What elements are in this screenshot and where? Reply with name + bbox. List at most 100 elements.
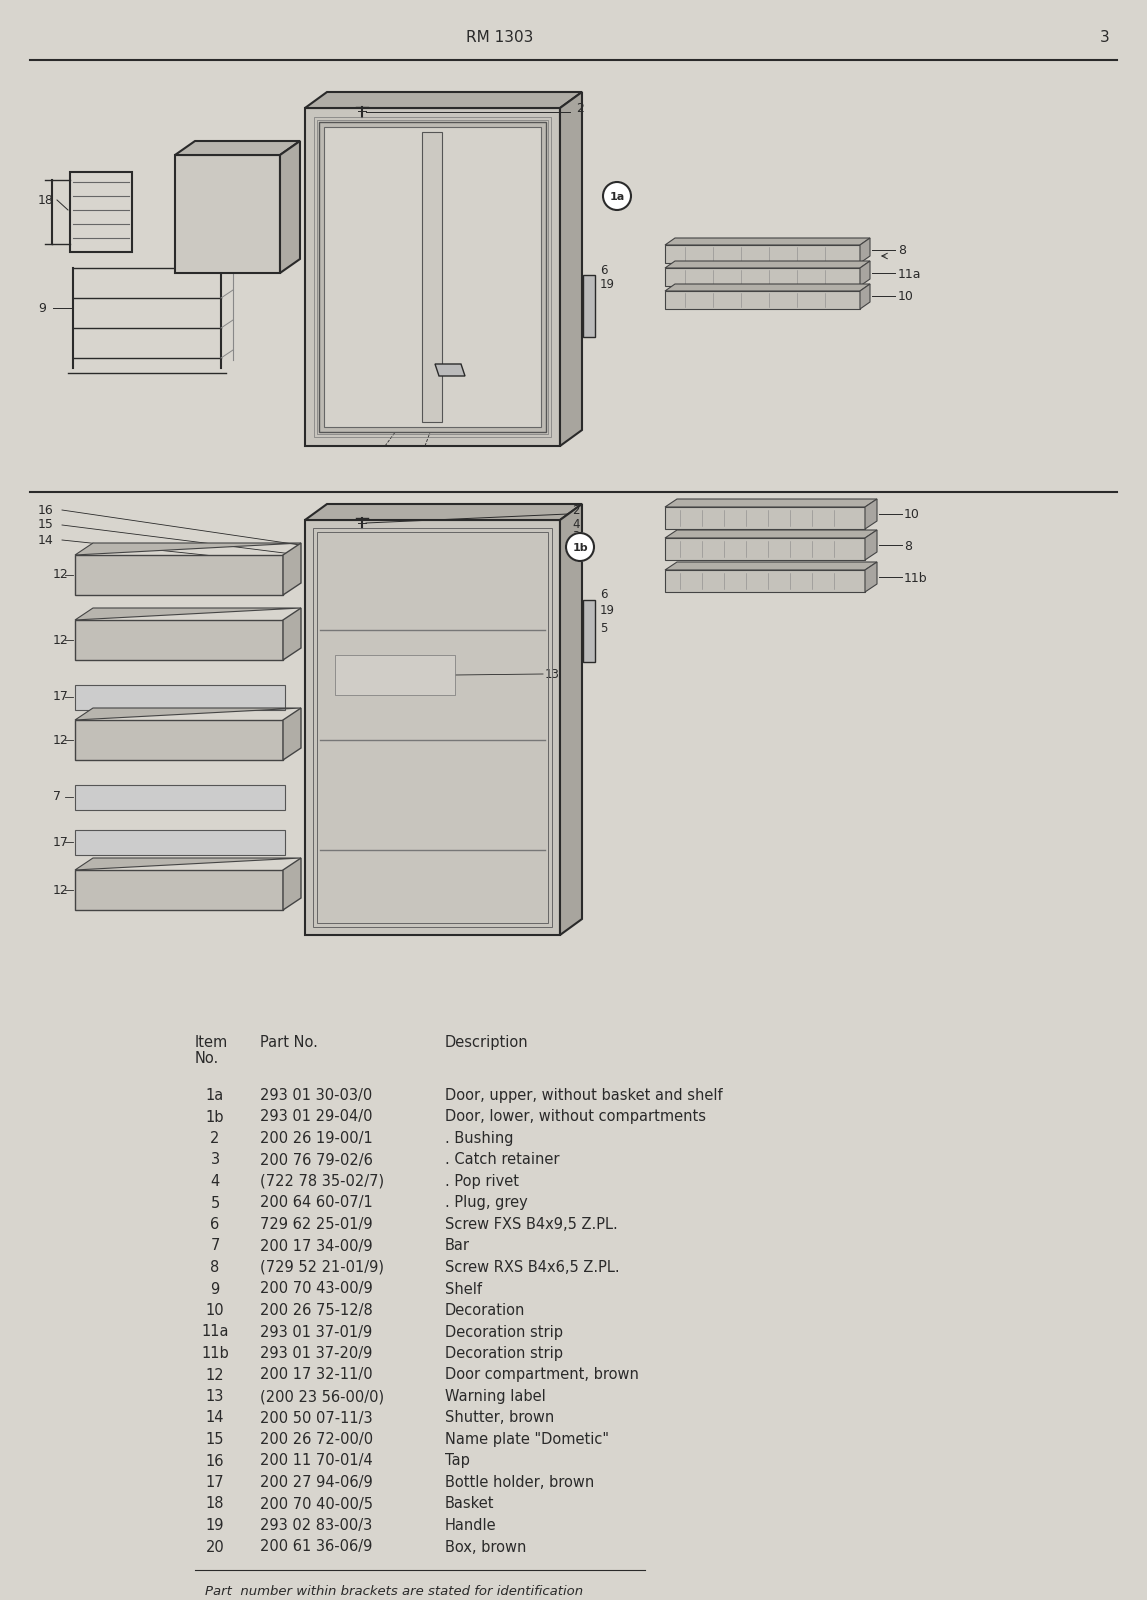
Text: 20: 20 <box>203 141 219 155</box>
Text: 3: 3 <box>1100 30 1110 45</box>
Polygon shape <box>75 720 283 760</box>
Text: Door, lower, without compartments: Door, lower, without compartments <box>445 1109 707 1125</box>
Circle shape <box>565 533 594 562</box>
Text: 8: 8 <box>210 1261 219 1275</box>
Polygon shape <box>665 291 860 309</box>
Text: Shelf: Shelf <box>445 1282 482 1296</box>
Text: Tap: Tap <box>445 1453 470 1469</box>
Polygon shape <box>860 238 871 262</box>
Text: Door, upper, without basket and shelf: Door, upper, without basket and shelf <box>445 1088 723 1102</box>
Text: Part No.: Part No. <box>260 1035 318 1050</box>
Text: 18: 18 <box>205 1496 225 1512</box>
Text: 3: 3 <box>468 238 476 251</box>
Polygon shape <box>860 285 871 309</box>
Text: 15: 15 <box>205 1432 225 1446</box>
Polygon shape <box>865 530 877 560</box>
Polygon shape <box>665 261 871 267</box>
Text: 17: 17 <box>205 1475 225 1490</box>
Polygon shape <box>665 507 865 530</box>
Text: Description: Description <box>445 1035 529 1050</box>
Polygon shape <box>665 267 860 286</box>
Text: 14: 14 <box>38 533 54 547</box>
Text: 200 50 07-11/3: 200 50 07-11/3 <box>260 1411 373 1426</box>
Text: 200 64 60-07/1: 200 64 60-07/1 <box>260 1195 373 1211</box>
Polygon shape <box>75 830 284 854</box>
Polygon shape <box>305 109 560 446</box>
Text: 16: 16 <box>205 1453 225 1469</box>
Text: Decoration strip: Decoration strip <box>445 1346 563 1362</box>
Polygon shape <box>665 570 865 592</box>
Text: 8: 8 <box>898 245 906 258</box>
Polygon shape <box>305 520 560 934</box>
Text: 1a: 1a <box>205 1088 224 1102</box>
Text: . Catch retainer: . Catch retainer <box>445 1152 560 1168</box>
Text: 19: 19 <box>205 1518 225 1533</box>
Text: Bottle holder, brown: Bottle holder, brown <box>445 1475 594 1490</box>
Text: 1b: 1b <box>205 1109 225 1125</box>
Polygon shape <box>283 858 301 910</box>
Text: 17: 17 <box>53 835 69 848</box>
Text: Screw RXS B4x6,5 Z.PL.: Screw RXS B4x6,5 Z.PL. <box>445 1261 619 1275</box>
Text: 13: 13 <box>205 1389 224 1405</box>
Text: 12: 12 <box>53 883 69 896</box>
Polygon shape <box>283 707 301 760</box>
Text: 14: 14 <box>205 1411 225 1426</box>
Polygon shape <box>560 504 582 934</box>
Text: 16: 16 <box>38 504 54 517</box>
Text: . Bushing: . Bushing <box>445 1131 514 1146</box>
Text: No.: No. <box>195 1051 219 1066</box>
Text: 5: 5 <box>468 371 476 384</box>
Text: 1b: 1b <box>572 542 587 554</box>
Text: 200 70 43-00/9: 200 70 43-00/9 <box>260 1282 373 1296</box>
Text: Shutter, brown: Shutter, brown <box>445 1411 554 1426</box>
Text: 200 26 19-00/1: 200 26 19-00/1 <box>260 1131 373 1146</box>
Text: 17: 17 <box>53 691 69 704</box>
Text: RM 1303: RM 1303 <box>467 30 533 45</box>
Polygon shape <box>665 530 877 538</box>
Text: 3: 3 <box>572 531 579 544</box>
Text: 8: 8 <box>904 539 912 552</box>
Text: Part  number within brackets are stated for identification: Part number within brackets are stated f… <box>205 1586 583 1598</box>
Text: (722 78 35-02/7): (722 78 35-02/7) <box>260 1174 384 1189</box>
Text: 9: 9 <box>38 301 46 315</box>
Text: 293 02 83-00/3: 293 02 83-00/3 <box>260 1518 373 1533</box>
Text: 5: 5 <box>210 1195 219 1211</box>
Text: 293 01 37-20/9: 293 01 37-20/9 <box>260 1346 373 1362</box>
Circle shape <box>603 182 631 210</box>
Text: 6: 6 <box>600 264 608 277</box>
Text: 293 01 30-03/0: 293 01 30-03/0 <box>260 1088 373 1102</box>
Text: 200 76 79-02/6: 200 76 79-02/6 <box>260 1152 373 1168</box>
Text: 4: 4 <box>468 256 476 269</box>
Text: 6: 6 <box>600 589 608 602</box>
Polygon shape <box>283 542 301 595</box>
Polygon shape <box>75 608 301 619</box>
Text: 200 17 32-11/0: 200 17 32-11/0 <box>260 1368 373 1382</box>
Text: 10: 10 <box>904 509 920 522</box>
Polygon shape <box>560 91 582 446</box>
Text: 200 70 40-00/5: 200 70 40-00/5 <box>260 1496 373 1512</box>
Text: . Pop rivet: . Pop rivet <box>445 1174 518 1189</box>
Text: 6: 6 <box>210 1218 219 1232</box>
Text: 11a: 11a <box>201 1325 228 1339</box>
Polygon shape <box>75 542 301 555</box>
Polygon shape <box>335 654 455 694</box>
Text: Handle: Handle <box>445 1518 497 1533</box>
Text: 2: 2 <box>210 1131 220 1146</box>
Text: 200 27 94-06/9: 200 27 94-06/9 <box>260 1475 373 1490</box>
Text: (729 52 21-01/9): (729 52 21-01/9) <box>260 1261 384 1275</box>
Text: 10: 10 <box>205 1302 225 1318</box>
Polygon shape <box>583 600 595 662</box>
Polygon shape <box>665 538 865 560</box>
Text: 10: 10 <box>898 291 914 304</box>
Text: 4: 4 <box>210 1174 219 1189</box>
Text: 2: 2 <box>576 102 584 115</box>
Polygon shape <box>175 141 301 155</box>
Polygon shape <box>305 91 582 109</box>
Text: 5: 5 <box>600 621 608 635</box>
Text: 11b: 11b <box>201 1346 229 1362</box>
Polygon shape <box>665 238 871 245</box>
Polygon shape <box>865 499 877 530</box>
Text: (200 23 56-00/0): (200 23 56-00/0) <box>260 1389 384 1405</box>
Polygon shape <box>75 707 301 720</box>
Text: 12: 12 <box>205 1368 225 1382</box>
